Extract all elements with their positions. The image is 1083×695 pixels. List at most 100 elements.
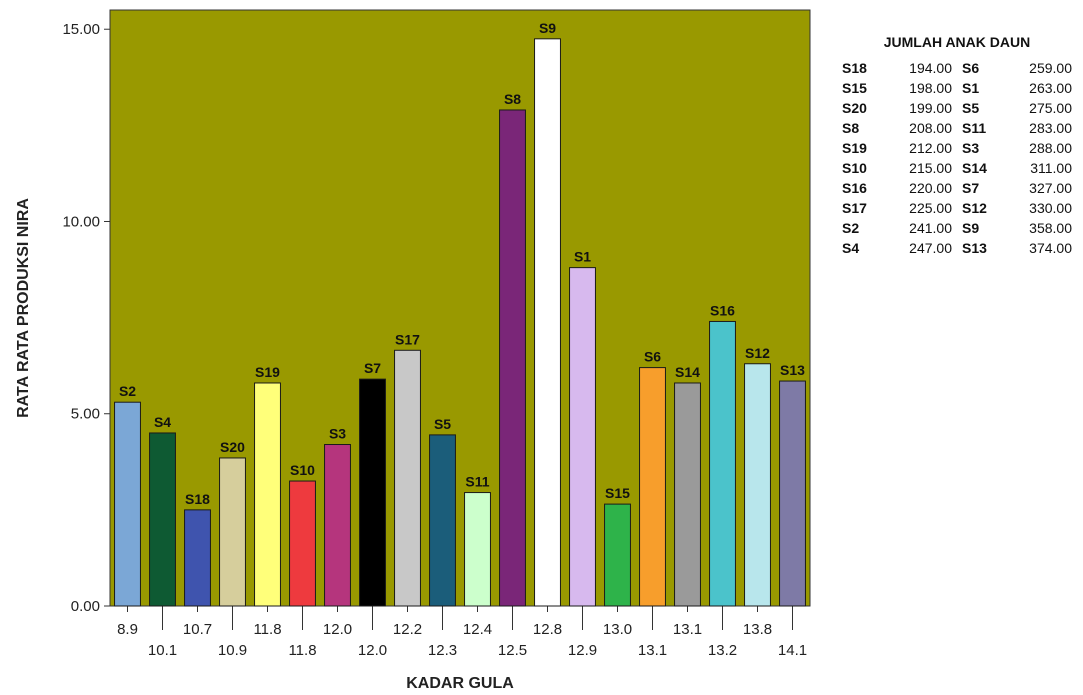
bar-label: S9 xyxy=(539,20,556,36)
x-tick-label: 12.4 xyxy=(463,621,492,638)
bar xyxy=(499,109,526,607)
bar-label: S3 xyxy=(329,426,346,442)
x-tick-label: 11.8 xyxy=(253,621,281,638)
legend-key: S10 xyxy=(842,160,867,176)
bar-label: S10 xyxy=(290,462,315,478)
legend-row: S1 263.00 xyxy=(962,78,1072,98)
legend-value: 283.00 xyxy=(1029,120,1072,136)
legend-key: S20 xyxy=(842,100,867,116)
plot-area xyxy=(109,9,811,607)
legend-row: S17 225.00 xyxy=(842,198,952,218)
legend-row: S14 311.00 xyxy=(962,158,1072,178)
legend-key: S13 xyxy=(962,240,987,256)
bar xyxy=(569,267,596,607)
legend-row: S6 259.00 xyxy=(962,58,1072,78)
y-axis: 0.00 5.00 10.00 15.00 xyxy=(62,21,110,615)
legend-value: 208.00 xyxy=(909,120,952,136)
legend-key: S14 xyxy=(962,160,987,176)
bar xyxy=(464,492,491,607)
legend-key: S15 xyxy=(842,80,867,96)
bar-label: S2 xyxy=(119,383,136,399)
x-tick-label: 12.3 xyxy=(428,642,457,659)
bar-label: S6 xyxy=(644,349,661,365)
legend-row: S16 220.00 xyxy=(842,178,952,198)
bar xyxy=(744,363,771,607)
bar xyxy=(604,503,631,607)
bar xyxy=(324,444,351,607)
legend-column-left: S18 194.00 S15 198.00 S20 199.00 S8 208.00 S… xyxy=(842,58,952,258)
legend-row: S18 194.00 xyxy=(842,58,952,78)
x-tick-label: 13.2 xyxy=(708,642,737,659)
legend-value: 247.00 xyxy=(909,240,952,256)
y-tick-label: 10.00 xyxy=(62,213,100,230)
x-tick-label: 12.9 xyxy=(568,642,597,659)
legend-value: 194.00 xyxy=(909,60,952,76)
x-tick-label: 10.7 xyxy=(183,621,212,638)
bars-group: S2 S4 S18 S20 S19 S10 S3 S7 S17 S5 S11 S8 S9 S1 S15 S6 S… xyxy=(114,20,806,607)
bar xyxy=(149,432,176,607)
legend-value: 215.00 xyxy=(909,160,952,176)
legend-value: 241.00 xyxy=(909,220,952,236)
bar xyxy=(639,367,666,607)
bar-label: S5 xyxy=(434,416,451,432)
bar xyxy=(219,457,246,607)
x-tick-label: 13.1 xyxy=(638,642,667,659)
bar-label: S19 xyxy=(255,364,280,380)
legend-key: S12 xyxy=(962,200,987,216)
bar-label: S8 xyxy=(504,91,521,107)
y-tick-label: 15.00 xyxy=(62,21,100,38)
legend-value: 275.00 xyxy=(1029,100,1072,116)
bar xyxy=(254,382,281,607)
bar-label: S1 xyxy=(574,249,591,265)
legend-value: 225.00 xyxy=(909,200,952,216)
y-tick-label: 0.00 xyxy=(71,598,100,615)
legend-key: S6 xyxy=(962,60,980,76)
x-axis: 8.9 10.1 10.7 10.9 11.8 11.8 12.0 12.0 12.2 12.3 1… xyxy=(117,606,807,659)
bar xyxy=(534,38,561,607)
legend-value: 259.00 xyxy=(1029,60,1072,76)
bar-label: S17 xyxy=(395,331,420,347)
bar xyxy=(289,480,316,607)
legend-row: S4 247.00 xyxy=(842,238,952,258)
legend-value: 199.00 xyxy=(909,100,952,116)
x-tick-label: 12.5 xyxy=(498,642,527,659)
legend-row: S12 330.00 xyxy=(962,198,1072,218)
bar xyxy=(359,378,386,607)
bar-label: S14 xyxy=(675,364,700,380)
x-tick-label: 12.0 xyxy=(358,642,387,659)
legend-value: 330.00 xyxy=(1029,200,1072,216)
legend-key: S17 xyxy=(842,200,867,216)
legend-value: 327.00 xyxy=(1029,180,1072,196)
legend-key: S2 xyxy=(842,220,860,236)
legend-value: 220.00 xyxy=(909,180,952,196)
x-tick-label: 10.9 xyxy=(218,642,247,659)
legend-value: 374.00 xyxy=(1029,240,1072,256)
bar-label: S7 xyxy=(364,360,381,376)
bar-label: S4 xyxy=(154,414,171,430)
legend-key: S11 xyxy=(962,120,987,136)
bar-label: S16 xyxy=(710,302,735,318)
legend-key: S18 xyxy=(842,60,867,76)
bar xyxy=(674,382,701,607)
bar-label: S20 xyxy=(220,439,245,455)
legend-row: S11 283.00 xyxy=(962,118,1072,138)
legend-key: S19 xyxy=(842,140,867,156)
legend-row: S10 215.00 xyxy=(842,158,952,178)
bar-label: S11 xyxy=(465,474,489,490)
legend-value: 212.00 xyxy=(909,140,952,156)
legend-row: S7 327.00 xyxy=(962,178,1072,198)
bar-label: S18 xyxy=(185,491,210,507)
legend-row: S8 208.00 xyxy=(842,118,952,138)
x-tick-label: 10.1 xyxy=(148,642,177,659)
x-tick-label: 13.0 xyxy=(603,621,632,638)
y-axis-title: RATA RATA PRODUKSI NIRA xyxy=(15,198,32,418)
bar-label: S12 xyxy=(745,345,770,361)
bar-label: S13 xyxy=(780,362,805,378)
x-tick-label: 12.2 xyxy=(393,621,422,638)
legend-value: 263.00 xyxy=(1029,80,1072,96)
legend-value: 198.00 xyxy=(909,80,952,96)
bar xyxy=(709,320,736,607)
x-axis-title: KADAR GULA xyxy=(406,675,514,692)
legend-row: S15 198.00 xyxy=(842,78,952,98)
